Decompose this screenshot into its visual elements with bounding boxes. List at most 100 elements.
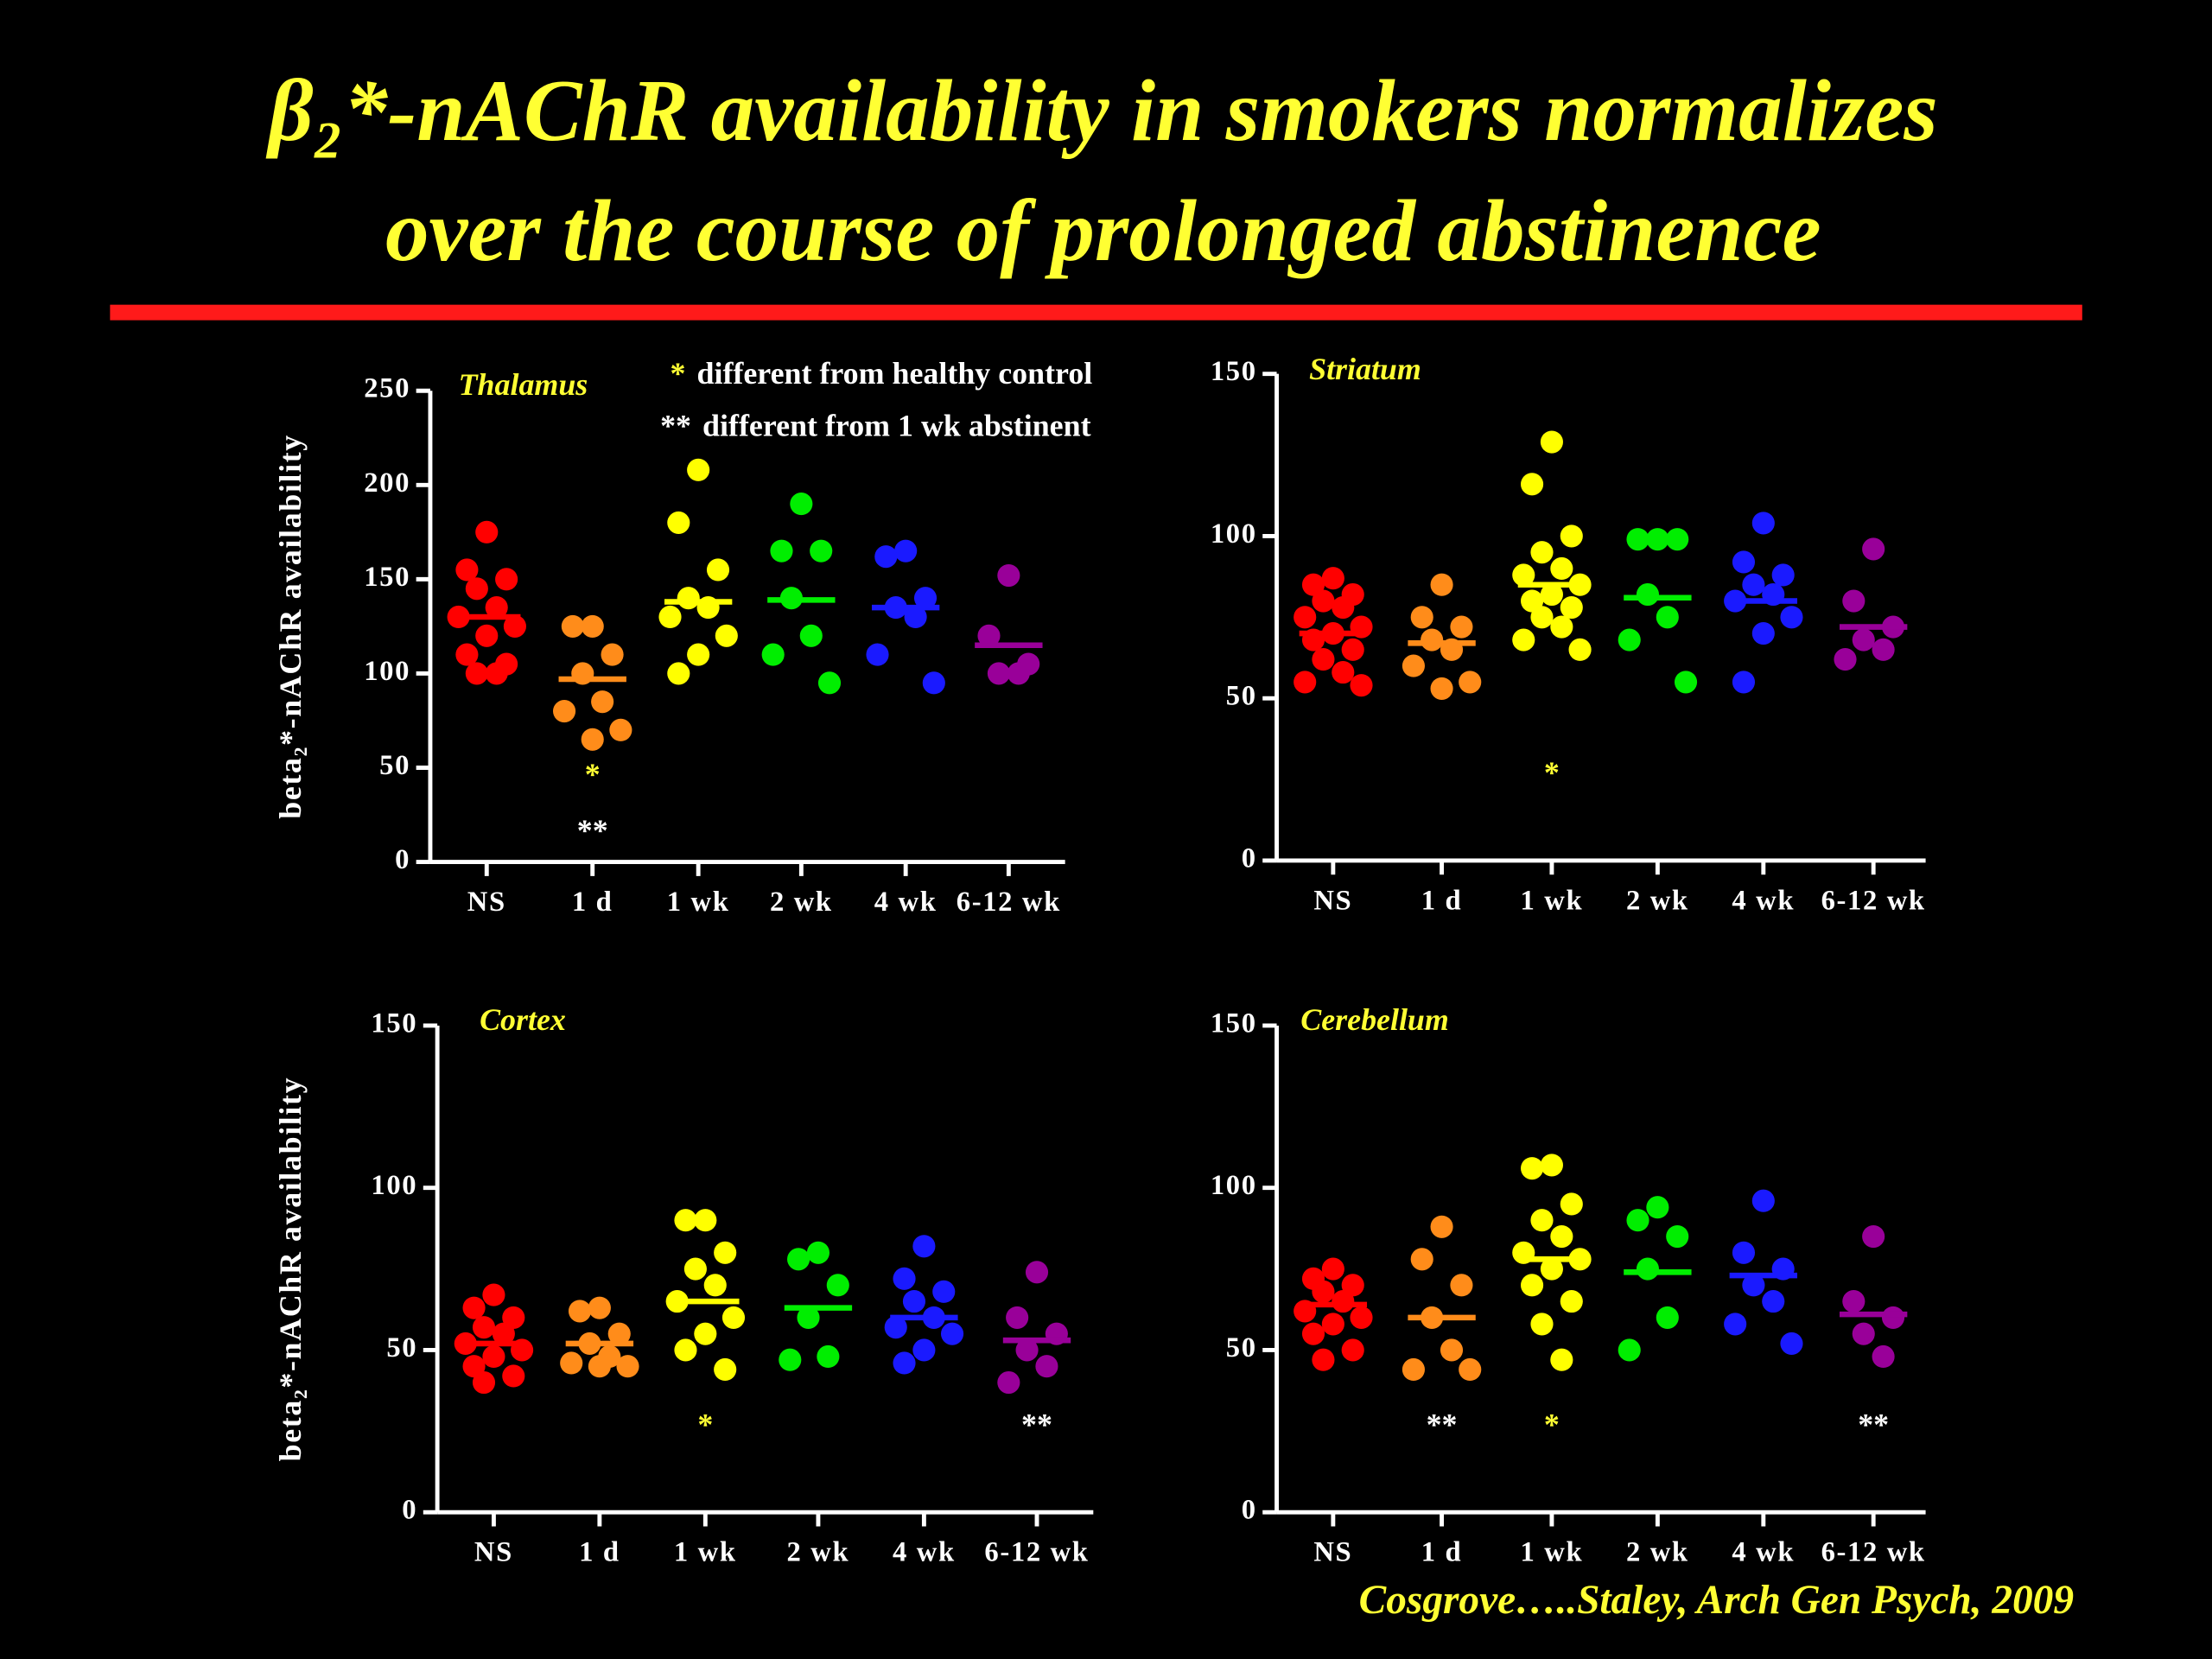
x-tick-label: 2 wk [1626,1537,1689,1568]
data-point [1872,1344,1895,1369]
data-point [1762,1290,1785,1313]
chart-title: Cortex [480,1002,566,1037]
data-point [1341,1338,1364,1362]
data-point [588,1355,611,1378]
data-point [1430,677,1453,700]
data-point [1626,1209,1649,1232]
data-point [1430,573,1453,596]
data-point [1852,1322,1875,1345]
data-point [1862,537,1885,561]
data-point [1530,606,1554,629]
significance-mark: ** [1858,1407,1889,1441]
data-point [482,1283,505,1306]
title-rule [110,304,2082,321]
data-point [581,614,604,638]
data-point [987,662,1010,685]
y-tick-label: 150 [1211,1007,1257,1039]
data-point [495,568,518,591]
y-axis-label: beta₂*-nAChR availability [273,434,308,819]
data-point [475,624,499,647]
data-point [1301,1322,1325,1345]
data-point [779,1348,802,1371]
data-point [1646,528,1669,551]
data-point [502,1364,525,1388]
data-point [472,1316,496,1339]
note: * different from healthy control [671,356,1093,391]
data-point [553,699,576,723]
data-point [1512,628,1535,652]
data-point [1015,1338,1039,1362]
data-point [1742,573,1765,596]
y-tick-label: 0 [402,1495,417,1526]
data-point [1312,648,1335,671]
data-point [561,614,584,638]
data-point [1332,595,1355,620]
y-tick-label: 100 [1211,518,1257,550]
data-point [817,671,842,695]
data-point [1440,1338,1464,1362]
data-point [1321,567,1344,590]
data-point [1421,628,1444,652]
data-point [1402,1357,1425,1382]
x-tick-label: 6-12 wk [1821,885,1926,916]
x-tick-label: 1 wk [1521,1537,1584,1568]
data-point [721,1306,746,1329]
note-mark: * [671,356,686,391]
data-point [1842,1290,1866,1313]
data-point [492,1322,515,1345]
data-point [1459,1357,1482,1382]
data-point [581,728,604,751]
data-point [694,1209,717,1232]
data-point [1521,589,1544,613]
data-point [1852,628,1875,652]
data-point [997,1370,1020,1395]
data-point [1530,541,1554,564]
data-point [806,1241,830,1264]
chart-title: Thalamus [459,367,588,402]
data-point [866,643,889,666]
data-point [1780,1332,1803,1355]
data-point [761,643,785,666]
data-point [683,1257,707,1281]
data-point [1751,1189,1775,1212]
data-point [770,539,793,563]
note-text: different from 1 wk abstinent [702,409,1091,443]
data-point [706,558,730,582]
y-tick-label: 250 [364,373,410,404]
data-point [874,545,898,569]
x-tick-label: 1 d [1421,885,1463,916]
data-point [1550,615,1573,639]
data-point [1521,473,1544,496]
data-point [1540,582,1563,607]
chart-title: Striatum [1309,352,1421,386]
x-tick-label: 1 d [1421,1537,1463,1568]
data-point [485,596,508,620]
data-point [1568,638,1592,661]
data-point [667,662,690,685]
data-point [694,1322,717,1345]
data-point [1341,638,1364,661]
data-point [893,1351,916,1375]
note-mark: ** [660,409,691,443]
data-point [1560,524,1583,548]
data-point [810,539,833,563]
data-point [912,1338,936,1362]
data-point [790,493,813,516]
significance-mark: ** [1021,1407,1052,1441]
y-tick-label: 0 [1242,1495,1257,1526]
data-point [1312,1280,1335,1303]
data-point [1881,1306,1905,1329]
data-point [787,1248,810,1271]
slide-title: β₂*-nAChR availability in smokers normal… [265,62,1938,159]
data-point [884,1316,907,1339]
x-tick-label: 6-12 wk [957,887,1061,918]
data-point [1618,628,1641,652]
data-point [502,1306,525,1329]
data-point [1842,589,1866,613]
data-point [1732,550,1756,574]
data-point [1301,573,1325,596]
citation: Cosgrove…..Staley, Arch Gen Psych, 2009 [1359,1578,2074,1623]
data-point [1626,528,1649,551]
data-point [674,1338,697,1362]
data-point [912,1235,936,1258]
